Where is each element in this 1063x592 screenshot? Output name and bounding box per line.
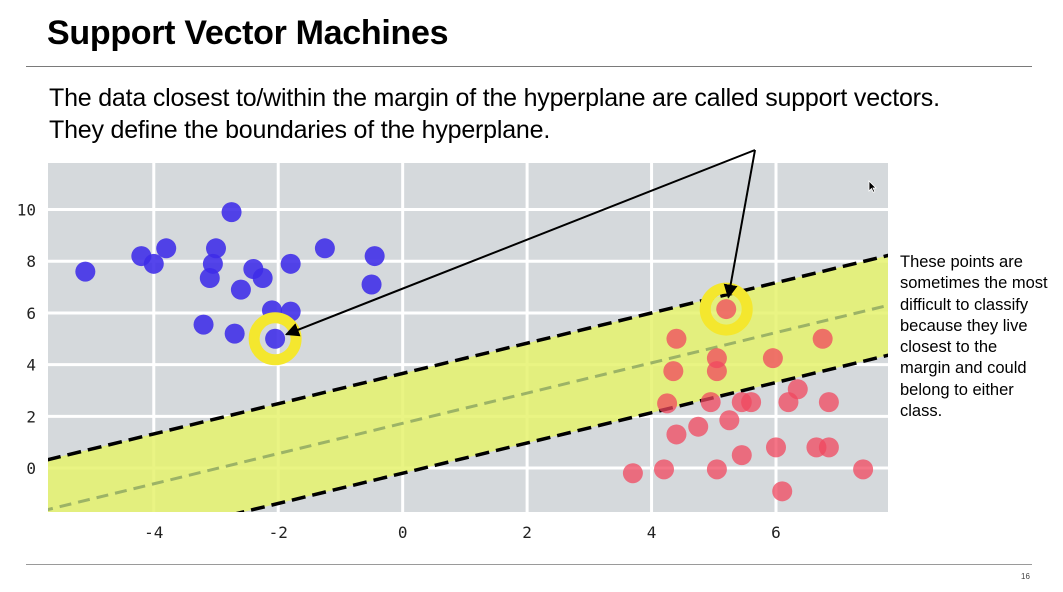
mouse-pointer-icon <box>868 180 877 193</box>
hyperplane-line <box>48 303 888 512</box>
title-divider <box>26 66 1032 67</box>
red-point <box>772 481 793 502</box>
support-vector-arrows <box>284 149 756 337</box>
blue-point <box>199 268 220 289</box>
red-point <box>706 459 727 480</box>
red-point <box>818 437 839 458</box>
red-point <box>766 437 786 458</box>
blue-point <box>156 238 177 259</box>
red-point <box>818 392 839 413</box>
red-point <box>762 348 783 369</box>
blue-point <box>75 261 96 282</box>
red-point <box>731 445 752 466</box>
blue-point <box>230 279 251 300</box>
slide-body-text: The data closest to/within the margin of… <box>49 84 940 144</box>
margin-line-upper <box>48 253 888 462</box>
page-number: 16 <box>1021 572 1030 581</box>
red-point <box>657 393 678 414</box>
red-point <box>853 459 874 480</box>
y-tick-label: 2 <box>26 407 36 426</box>
y-tick-label: 8 <box>26 252 36 271</box>
red-point <box>812 328 833 349</box>
red-point <box>716 299 737 320</box>
margin-line-lower <box>235 353 888 512</box>
red-point <box>666 424 687 445</box>
blue-point <box>206 238 226 259</box>
blue-point <box>361 274 382 295</box>
support-vector-arrow <box>723 149 756 299</box>
red-point <box>663 361 684 382</box>
blue-point <box>221 202 242 223</box>
support-vector-ring <box>248 312 302 366</box>
red-point <box>719 410 740 431</box>
red-point <box>706 361 727 382</box>
x-tick-label: -2 <box>269 523 288 542</box>
red-point <box>688 416 709 437</box>
blue-point <box>265 328 286 349</box>
y-tick-label: 6 <box>26 304 36 323</box>
side-note-text: These points are sometimes the most diff… <box>900 253 1048 421</box>
y-tick-label: 10 <box>17 201 36 220</box>
x-tick-label: 6 <box>771 523 781 542</box>
red-point <box>666 328 687 349</box>
blue-point <box>314 238 335 259</box>
blue-point <box>364 246 385 267</box>
slide-title: Support Vector Machines <box>47 14 449 52</box>
support-vector-arrow <box>284 149 756 337</box>
red-point <box>787 379 808 400</box>
x-tick-label: 2 <box>522 523 532 542</box>
data-points <box>75 202 874 502</box>
red-point <box>654 459 674 480</box>
blue-point <box>193 314 214 335</box>
x-tick-label: -4 <box>144 523 163 542</box>
red-point <box>622 463 643 484</box>
blue-point <box>224 323 245 344</box>
x-tick-label: 0 <box>398 523 408 542</box>
red-point <box>741 392 762 413</box>
y-tick-label: 4 <box>26 356 36 375</box>
y-tick-label: 0 <box>26 459 36 478</box>
blue-point <box>280 253 301 274</box>
red-point <box>700 392 721 413</box>
footer-divider <box>26 564 1032 565</box>
blue-point <box>143 253 164 274</box>
axis-tick-labels: -4 -2 0 2 4 6 0 2 4 6 8 10 <box>17 201 781 542</box>
blue-point <box>252 268 273 289</box>
margin-band <box>48 255 888 512</box>
x-tick-label: 4 <box>647 523 657 542</box>
